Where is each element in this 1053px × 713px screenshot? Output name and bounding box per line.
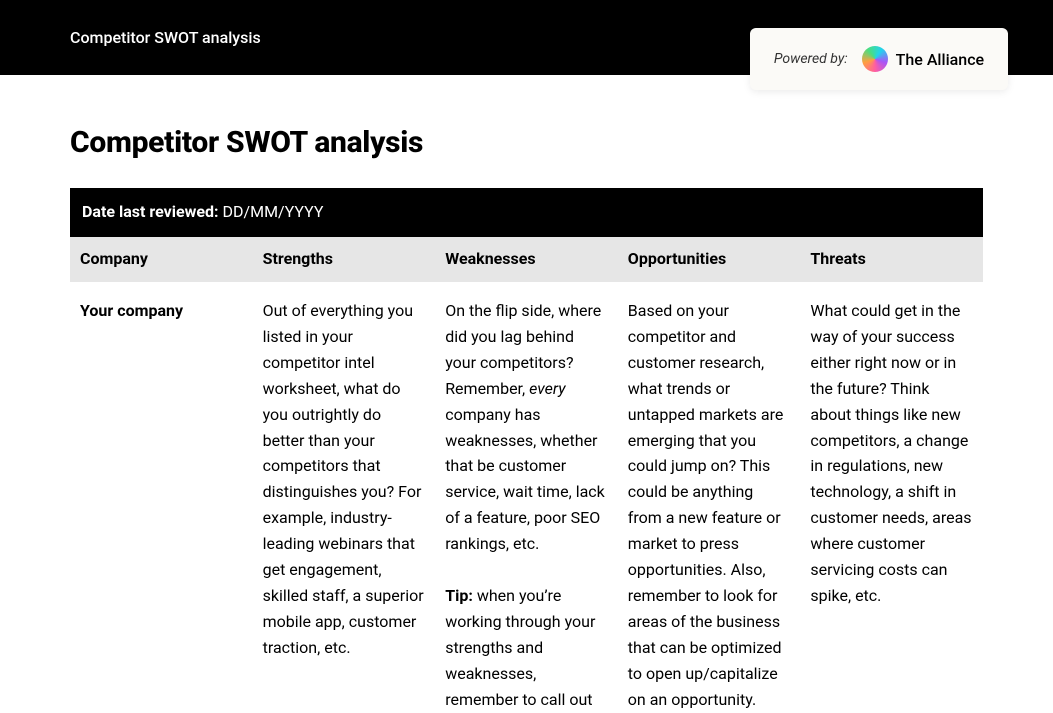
cell-company: Your company <box>70 282 253 713</box>
date-reviewed-bar: Date last reviewed: DD/MM/YYYY <box>70 188 983 237</box>
powered-by-label: Powered by: <box>774 51 848 67</box>
weaknesses-pre: On the flip side, where did you lag behi… <box>445 301 601 398</box>
brand-logo: The Alliance <box>862 46 984 72</box>
cell-strengths: Out of everything you listed in your com… <box>253 282 436 713</box>
col-header-company: Company <box>70 237 253 282</box>
page-title: Competitor SWOT analysis <box>70 125 983 160</box>
col-header-weaknesses: Weaknesses <box>435 237 618 282</box>
weaknesses-em: every <box>529 379 566 398</box>
table-row: Your company Out of everything you liste… <box>70 282 983 713</box>
col-header-threats: Threats <box>800 237 983 282</box>
table-header-row: Company Strengths Weaknesses Opportuniti… <box>70 237 983 282</box>
col-header-strengths: Strengths <box>253 237 436 282</box>
powered-by-card: Powered by: The Alliance <box>750 28 1008 90</box>
topbar: Competitor SWOT analysis Powered by: The… <box>0 0 1053 75</box>
swot-table: Company Strengths Weaknesses Opportuniti… <box>70 237 983 713</box>
brand-logo-icon <box>862 46 888 72</box>
weaknesses-tip-label: Tip: <box>445 586 473 605</box>
cell-threats: What could get in the way of your succes… <box>800 282 983 713</box>
weaknesses-post: company has weaknesses, whether that be … <box>445 405 605 554</box>
date-reviewed-label: Date last reviewed: <box>82 202 219 221</box>
col-header-opportunities: Opportunities <box>618 237 801 282</box>
cell-opportunities: Based on your competitor and customer re… <box>618 282 801 713</box>
date-reviewed-value: DD/MM/YYYY <box>223 202 324 221</box>
cell-weaknesses: On the flip side, where did you lag behi… <box>435 282 618 713</box>
topbar-title: Competitor SWOT analysis <box>70 28 261 47</box>
content-area: Competitor SWOT analysis Date last revie… <box>0 75 1053 713</box>
brand-logo-text: The Alliance <box>896 50 984 69</box>
